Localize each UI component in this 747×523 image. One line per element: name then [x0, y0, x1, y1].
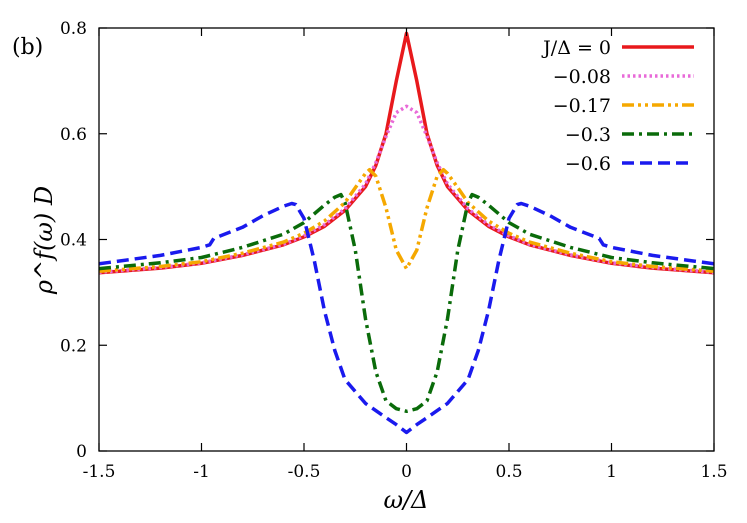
series-layer — [99, 31, 714, 435]
y-axis-title: ρ^f(ω) D — [30, 186, 58, 295]
y-tick-label-1: 0.2 — [60, 336, 87, 356]
y-tick-label-2: 0.4 — [60, 231, 87, 251]
x-tick-label-0: -1.5 — [83, 462, 116, 482]
series-line-2 — [99, 104, 714, 275]
panel-label: (b) — [12, 35, 43, 60]
plot-frame — [98, 27, 715, 452]
legend-label-1: J/Δ = 0 — [541, 37, 611, 59]
x-tick-label-3: 0 — [401, 462, 412, 482]
x-tick-label-2: -0.5 — [288, 462, 321, 482]
y-tick-label-3: 0.6 — [60, 125, 87, 145]
x-tick-label-1: -1 — [193, 462, 210, 482]
series-line-1 — [99, 31, 714, 275]
series-line-3 — [99, 167, 714, 273]
legend-label-2: −0.08 — [553, 66, 611, 88]
x-tick-label-5: 1 — [606, 462, 617, 482]
x-tick-label-6: 1.5 — [700, 462, 727, 482]
y-tick-label-4: 0.8 — [60, 19, 87, 39]
x-tick-label-4: 0.5 — [495, 462, 522, 482]
series-line-5 — [99, 201, 714, 435]
series-line-4 — [99, 192, 714, 414]
legend: J/Δ = 0 −0.08 −0.17 −0.3 −0.6 — [541, 37, 694, 175]
legend-label-4: −0.3 — [565, 124, 611, 146]
y-tick-label-0: 0 — [76, 442, 87, 462]
legend-label-3: −0.17 — [553, 95, 611, 117]
x-axis-title: ω/Δ — [384, 486, 429, 514]
legend-label-5: −0.6 — [565, 153, 611, 175]
ticks-layer: -1.5 -1 -0.5 0 0.5 1 1.5 0 0.2 0.4 0.6 0.8 — [60, 19, 728, 482]
